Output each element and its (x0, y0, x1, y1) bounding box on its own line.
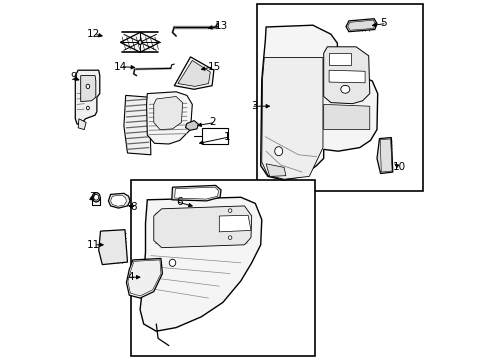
Polygon shape (75, 70, 100, 124)
Polygon shape (110, 195, 126, 206)
Text: 10: 10 (392, 162, 405, 172)
Ellipse shape (228, 236, 231, 239)
Ellipse shape (169, 259, 175, 266)
Text: 12: 12 (87, 29, 101, 39)
Polygon shape (81, 76, 96, 102)
Text: 7: 7 (89, 192, 95, 202)
Text: 15: 15 (207, 62, 220, 72)
Polygon shape (120, 32, 160, 52)
Polygon shape (185, 121, 198, 130)
Text: 14: 14 (113, 62, 126, 72)
Text: 13: 13 (214, 21, 227, 31)
Ellipse shape (92, 193, 100, 202)
Polygon shape (323, 104, 369, 130)
Ellipse shape (86, 106, 89, 110)
Polygon shape (219, 215, 250, 232)
Polygon shape (323, 47, 369, 104)
Polygon shape (153, 96, 182, 130)
Polygon shape (126, 258, 162, 298)
Text: 5: 5 (380, 18, 386, 28)
Polygon shape (328, 53, 350, 65)
Polygon shape (174, 187, 218, 199)
Text: 9: 9 (71, 72, 77, 82)
Polygon shape (153, 206, 251, 248)
Text: 8: 8 (130, 202, 136, 212)
Text: 4: 4 (127, 272, 134, 282)
Polygon shape (376, 138, 392, 174)
Polygon shape (78, 119, 86, 130)
Polygon shape (174, 57, 213, 89)
Polygon shape (123, 95, 151, 155)
Ellipse shape (228, 209, 231, 212)
Text: 3: 3 (250, 101, 257, 111)
Polygon shape (260, 25, 377, 180)
Bar (202, 128, 228, 144)
Ellipse shape (86, 84, 89, 89)
Polygon shape (140, 197, 261, 331)
Bar (131, 180, 314, 356)
Polygon shape (346, 19, 376, 32)
Bar (257, 4, 422, 191)
Polygon shape (99, 230, 127, 265)
Text: 11: 11 (87, 240, 101, 250)
Ellipse shape (94, 194, 99, 200)
Text: 1: 1 (223, 132, 230, 142)
Ellipse shape (274, 147, 282, 156)
Polygon shape (171, 185, 221, 201)
Text: 2: 2 (209, 117, 215, 127)
Polygon shape (146, 92, 192, 144)
Polygon shape (178, 60, 210, 86)
Ellipse shape (138, 40, 142, 44)
Polygon shape (261, 58, 322, 179)
Text: 6: 6 (176, 197, 182, 207)
Polygon shape (265, 164, 285, 176)
Polygon shape (328, 70, 365, 83)
Ellipse shape (340, 85, 349, 93)
Polygon shape (108, 193, 130, 208)
